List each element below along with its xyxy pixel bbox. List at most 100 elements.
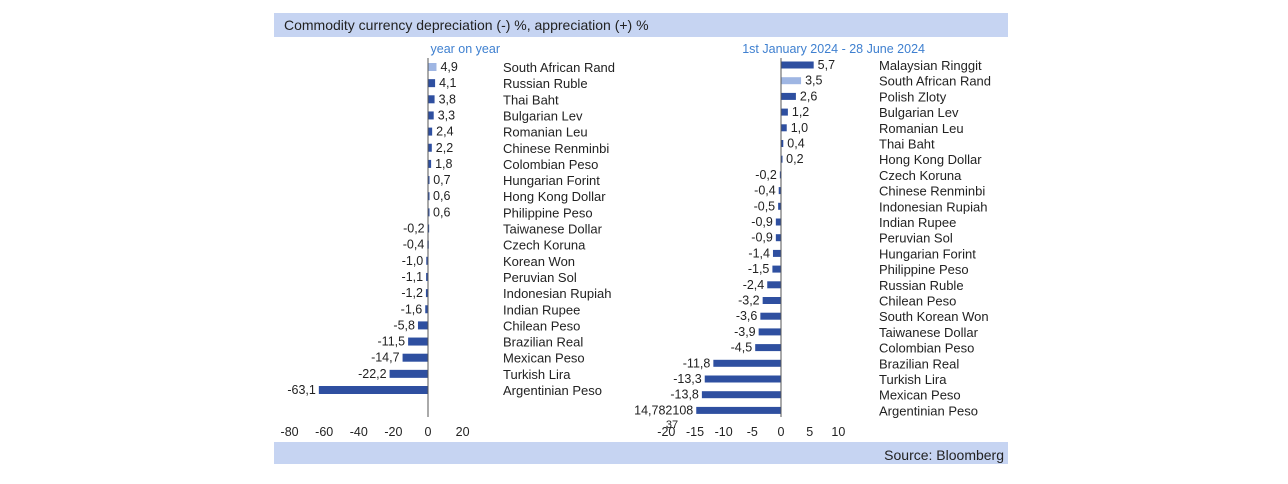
category-label: Chinese Renminbi [879, 184, 985, 199]
value-label: -14,7 [371, 351, 400, 365]
bar [755, 344, 781, 352]
overflow-label: 37 [666, 419, 678, 431]
value-label: -63,1 [287, 383, 316, 397]
value-label: -3,6 [736, 309, 758, 323]
bar [781, 108, 788, 116]
category-label: Taiwanese Dollar [879, 325, 979, 340]
bar [778, 202, 781, 210]
bar [318, 386, 428, 394]
value-label: 14,782108 [634, 403, 693, 417]
value-label: -13,3 [673, 372, 702, 386]
x-tick-label: -20 [384, 425, 402, 439]
value-label: 2,6 [800, 89, 817, 103]
chart-year-on-year: year on year 4,9 South African Rand 4,1 Russ… [281, 42, 615, 439]
value-label: -0,5 [754, 199, 776, 213]
category-label: Chilean Peso [879, 294, 956, 309]
x-tick-label: -20 [657, 425, 675, 439]
bar [425, 305, 428, 314]
x-tick-label: -80 [281, 425, 299, 439]
value-label: 0,7 [433, 173, 450, 187]
x-tick-label: -60 [315, 425, 333, 439]
value-label: -0,9 [751, 231, 773, 245]
bar [428, 79, 436, 88]
value-label: -0,4 [754, 184, 776, 198]
value-label: 1,0 [791, 121, 808, 135]
category-label: Chilean Peso [503, 318, 580, 333]
category-label: Hong Kong Dollar [879, 152, 982, 167]
bar [428, 159, 432, 168]
x-tick-label: -5 [747, 425, 758, 439]
bar [778, 187, 781, 195]
bar [696, 406, 781, 414]
x-tick-label: 20 [456, 425, 470, 439]
x-tick-label: -10 [715, 425, 733, 439]
category-label: Peruvian Sol [503, 270, 577, 285]
x-tick-label: 5 [806, 425, 813, 439]
chart-subtitle: 1st January 2024 - 28 June 2024 [742, 42, 925, 56]
value-label: 4,9 [440, 60, 457, 74]
value-label: -11,5 [378, 335, 406, 349]
bar [781, 92, 796, 100]
category-label: Philippine Peso [503, 205, 593, 220]
value-label: 2,4 [436, 125, 453, 139]
value-label: 3,8 [439, 92, 456, 106]
bar [767, 281, 781, 289]
category-label: Romanian Leu [879, 121, 964, 136]
bar [402, 353, 428, 362]
category-label: Argentinian Peso [503, 383, 602, 398]
value-label: -1,4 [748, 246, 770, 260]
bar [408, 337, 428, 346]
category-label: Hong Kong Dollar [503, 189, 606, 204]
category-label: South Korean Won [879, 309, 989, 324]
value-label: 0,4 [787, 137, 804, 151]
value-label: 2,2 [436, 141, 453, 155]
bar [428, 208, 430, 217]
category-label: Mexican Peso [503, 351, 585, 366]
category-label: Turkish Lira [503, 367, 571, 382]
category-label: Romanian Leu [503, 125, 588, 140]
value-label: -1,2 [401, 286, 423, 300]
bar [428, 143, 432, 152]
value-label: -1,0 [402, 254, 424, 268]
value-label: -0,2 [755, 168, 777, 182]
category-label: Colombian Peso [503, 157, 598, 172]
value-label: -5,8 [393, 318, 415, 332]
bar [428, 95, 435, 104]
bar [428, 176, 430, 185]
category-label: Bulgarian Lev [503, 108, 583, 123]
category-label: Korean Won [503, 254, 575, 269]
chart-ytd-2024: 1st January 2024 - 28 June 2024 5,7 Malays… [634, 42, 991, 439]
bar [428, 63, 437, 71]
category-label: South African Rand [879, 74, 991, 89]
category-label: Mexican Peso [879, 388, 961, 403]
bar [428, 111, 434, 120]
category-label: Indian Rupee [503, 302, 580, 317]
value-label: -1,6 [401, 302, 423, 316]
bar [389, 369, 428, 378]
value-label: -0,9 [751, 215, 773, 229]
x-tick-label: -15 [686, 425, 704, 439]
value-label: -1,1 [402, 270, 424, 284]
x-tick-label: 10 [831, 425, 845, 439]
value-label: 3,3 [438, 108, 455, 122]
value-label: -22,2 [358, 367, 387, 381]
bar [758, 328, 781, 336]
category-label: Philippine Peso [879, 262, 969, 277]
category-label: Indonesian Rupiah [503, 286, 611, 301]
value-label: -0,4 [403, 238, 425, 252]
value-label: 0,6 [433, 189, 450, 203]
category-label: Malaysian Ringgit [879, 58, 982, 73]
value-label: -13,8 [670, 388, 699, 402]
value-label: -11,8 [683, 356, 711, 370]
category-label: Taiwanese Dollar [503, 222, 603, 237]
value-label: 1,8 [435, 157, 452, 171]
value-label: 5,7 [818, 58, 835, 72]
bar [701, 391, 781, 399]
value-label: 4,1 [439, 76, 456, 90]
bar [781, 124, 787, 132]
bar [762, 297, 781, 304]
bar [781, 77, 802, 85]
bar [428, 127, 433, 136]
category-label: Russian Ruble [879, 278, 964, 293]
